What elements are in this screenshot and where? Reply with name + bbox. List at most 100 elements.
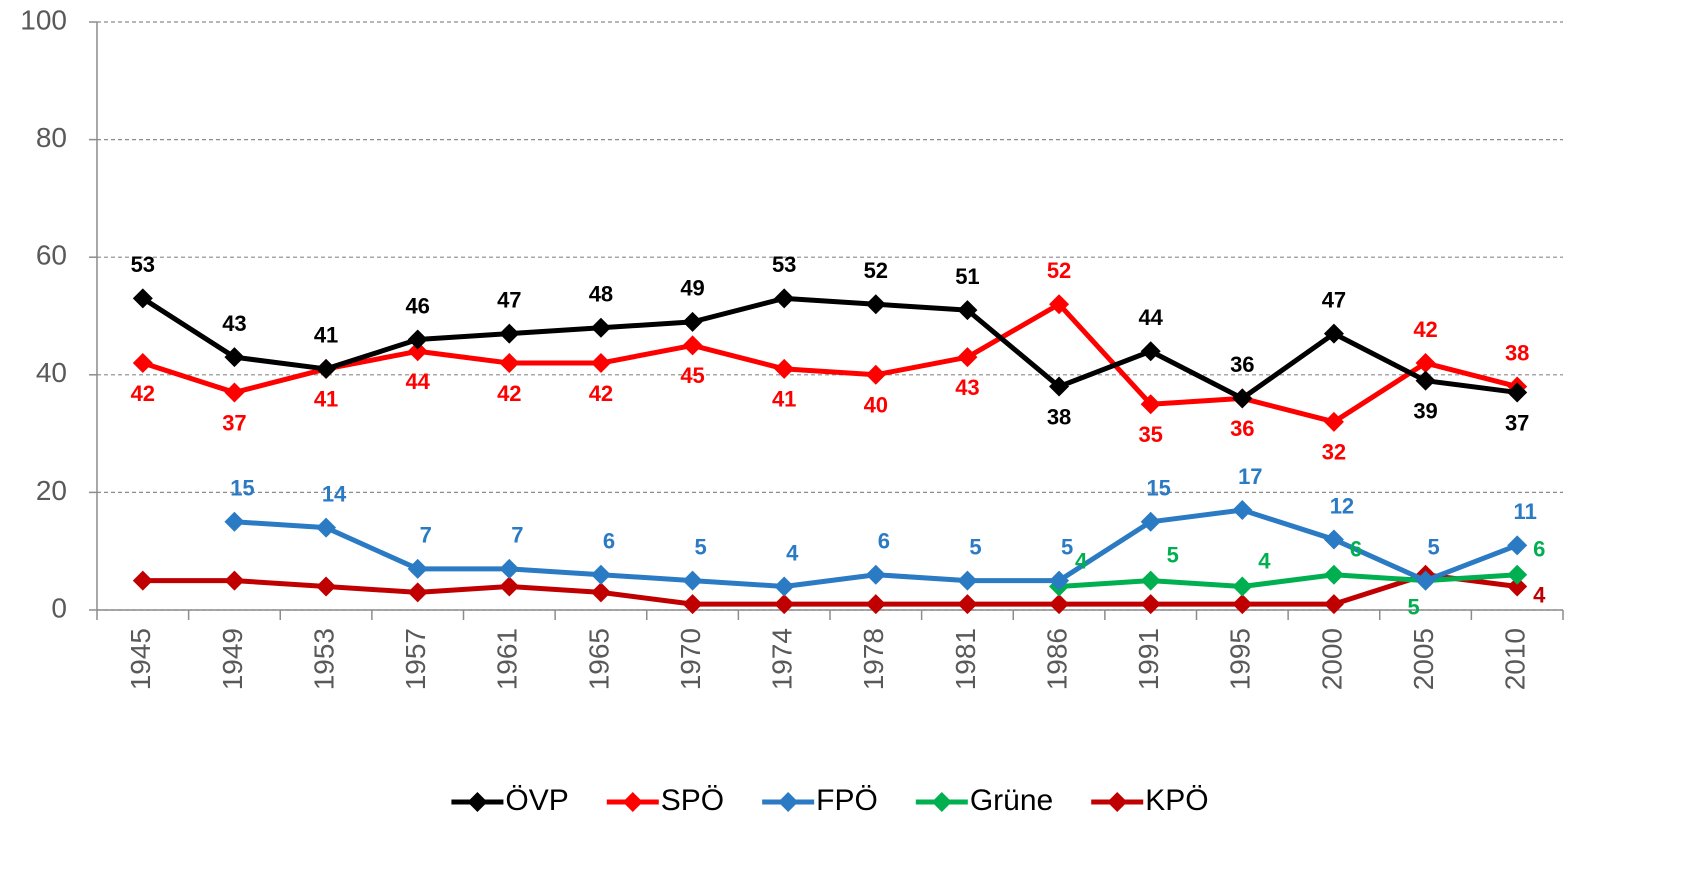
data-label: 6: [1350, 537, 1362, 562]
data-label: 6: [878, 529, 890, 554]
data-label: 53: [772, 252, 796, 277]
marker: [865, 594, 886, 615]
marker: [1232, 576, 1253, 597]
legend-label: Grüne: [970, 784, 1053, 817]
x-tick-label: 1986: [1041, 628, 1072, 690]
marker: [774, 594, 795, 615]
marker: [499, 323, 520, 344]
data-label: 51: [955, 264, 979, 289]
marker: [1232, 500, 1253, 521]
data-label: 47: [497, 287, 521, 312]
x-tick-label: 1957: [400, 628, 431, 690]
marker: [316, 576, 337, 597]
x-tick-label: 1965: [583, 628, 614, 690]
data-label: 6: [1533, 537, 1545, 562]
data-label: 5: [1427, 534, 1439, 559]
y-tick-label: 40: [36, 357, 67, 388]
marker: [1323, 411, 1344, 432]
marker: [1232, 388, 1253, 409]
marker: [590, 353, 611, 374]
x-tick-label: 1991: [1133, 628, 1164, 690]
data-label: 38: [1505, 340, 1529, 365]
legend-marker: [622, 792, 643, 812]
marker: [774, 288, 795, 309]
legend-marker: [1107, 792, 1128, 812]
marker: [1415, 370, 1436, 391]
legend: ÖVP SPÖ FPÖ Grüne KPÖ: [451, 784, 1209, 817]
marker: [1049, 594, 1070, 615]
data-label: 17: [1238, 464, 1262, 489]
marker: [1049, 376, 1070, 397]
marker: [499, 353, 520, 374]
data-label: 41: [772, 387, 796, 412]
data-label: 14: [322, 481, 347, 506]
data-label: 5: [1061, 534, 1073, 559]
marker: [590, 564, 611, 585]
data-label: 11: [1514, 499, 1537, 524]
y-tick-label: 20: [36, 475, 67, 506]
marker: [224, 382, 245, 403]
marker: [1415, 353, 1436, 374]
marker: [774, 358, 795, 379]
legend-marker: [931, 792, 952, 812]
marker: [865, 364, 886, 385]
x-tick-label: 1995: [1225, 628, 1256, 690]
y-tick-label: 80: [36, 122, 67, 153]
data-label: 44: [405, 369, 430, 394]
data-label: 7: [420, 523, 432, 548]
marker: [957, 300, 978, 321]
marker: [1232, 594, 1253, 615]
data-label: 52: [864, 258, 888, 283]
x-tick-label: 1970: [675, 628, 706, 690]
marker: [1323, 564, 1344, 585]
marker: [1140, 594, 1161, 615]
data-label: 5: [1407, 594, 1419, 619]
marker: [774, 576, 795, 597]
x-tick-label: 1974: [767, 628, 798, 690]
marker: [682, 335, 703, 356]
marker: [132, 570, 153, 591]
legend-label: FPÖ: [816, 784, 878, 817]
data-label: 6: [603, 529, 615, 554]
marker: [1507, 535, 1528, 556]
marker: [957, 594, 978, 615]
marker: [316, 358, 337, 379]
marker: [1507, 564, 1528, 585]
data-label: 35: [1138, 422, 1162, 447]
x-tick-label: 1961: [492, 628, 523, 690]
x-tick-label: 2000: [1316, 628, 1347, 690]
marker: [957, 570, 978, 591]
marker: [1049, 294, 1070, 315]
marker: [132, 353, 153, 374]
data-label: 53: [131, 252, 155, 277]
marker: [865, 564, 886, 585]
data-label: 4: [1075, 548, 1088, 573]
data-label: 4: [1533, 582, 1546, 607]
data-label: 4: [786, 540, 799, 565]
series-line: [142, 572, 1518, 607]
legend-marker: [467, 792, 488, 812]
data-label: 36: [1230, 416, 1254, 441]
marker: [1049, 570, 1070, 591]
x-tick-label: 1949: [217, 628, 248, 690]
data-label: 32: [1322, 440, 1346, 465]
x-tick-label: 1978: [858, 628, 889, 690]
data-label: 37: [222, 410, 246, 435]
data-label: 15: [230, 476, 254, 501]
marker: [1140, 511, 1161, 532]
data-label: 41: [314, 387, 338, 412]
data-label: 4: [1258, 548, 1271, 573]
data-label: 42: [1413, 317, 1437, 342]
marker: [224, 347, 245, 368]
data-label: 46: [405, 293, 429, 318]
data-label: 45: [680, 363, 704, 388]
y-tick-label: 60: [36, 240, 67, 271]
marker: [1323, 594, 1344, 615]
series-line: [1058, 572, 1518, 589]
marker: [682, 570, 703, 591]
legend-label: SPÖ: [661, 784, 724, 817]
data-label: 36: [1230, 352, 1254, 377]
data-label: 49: [680, 276, 704, 301]
x-tick-label: 1981: [950, 628, 981, 690]
